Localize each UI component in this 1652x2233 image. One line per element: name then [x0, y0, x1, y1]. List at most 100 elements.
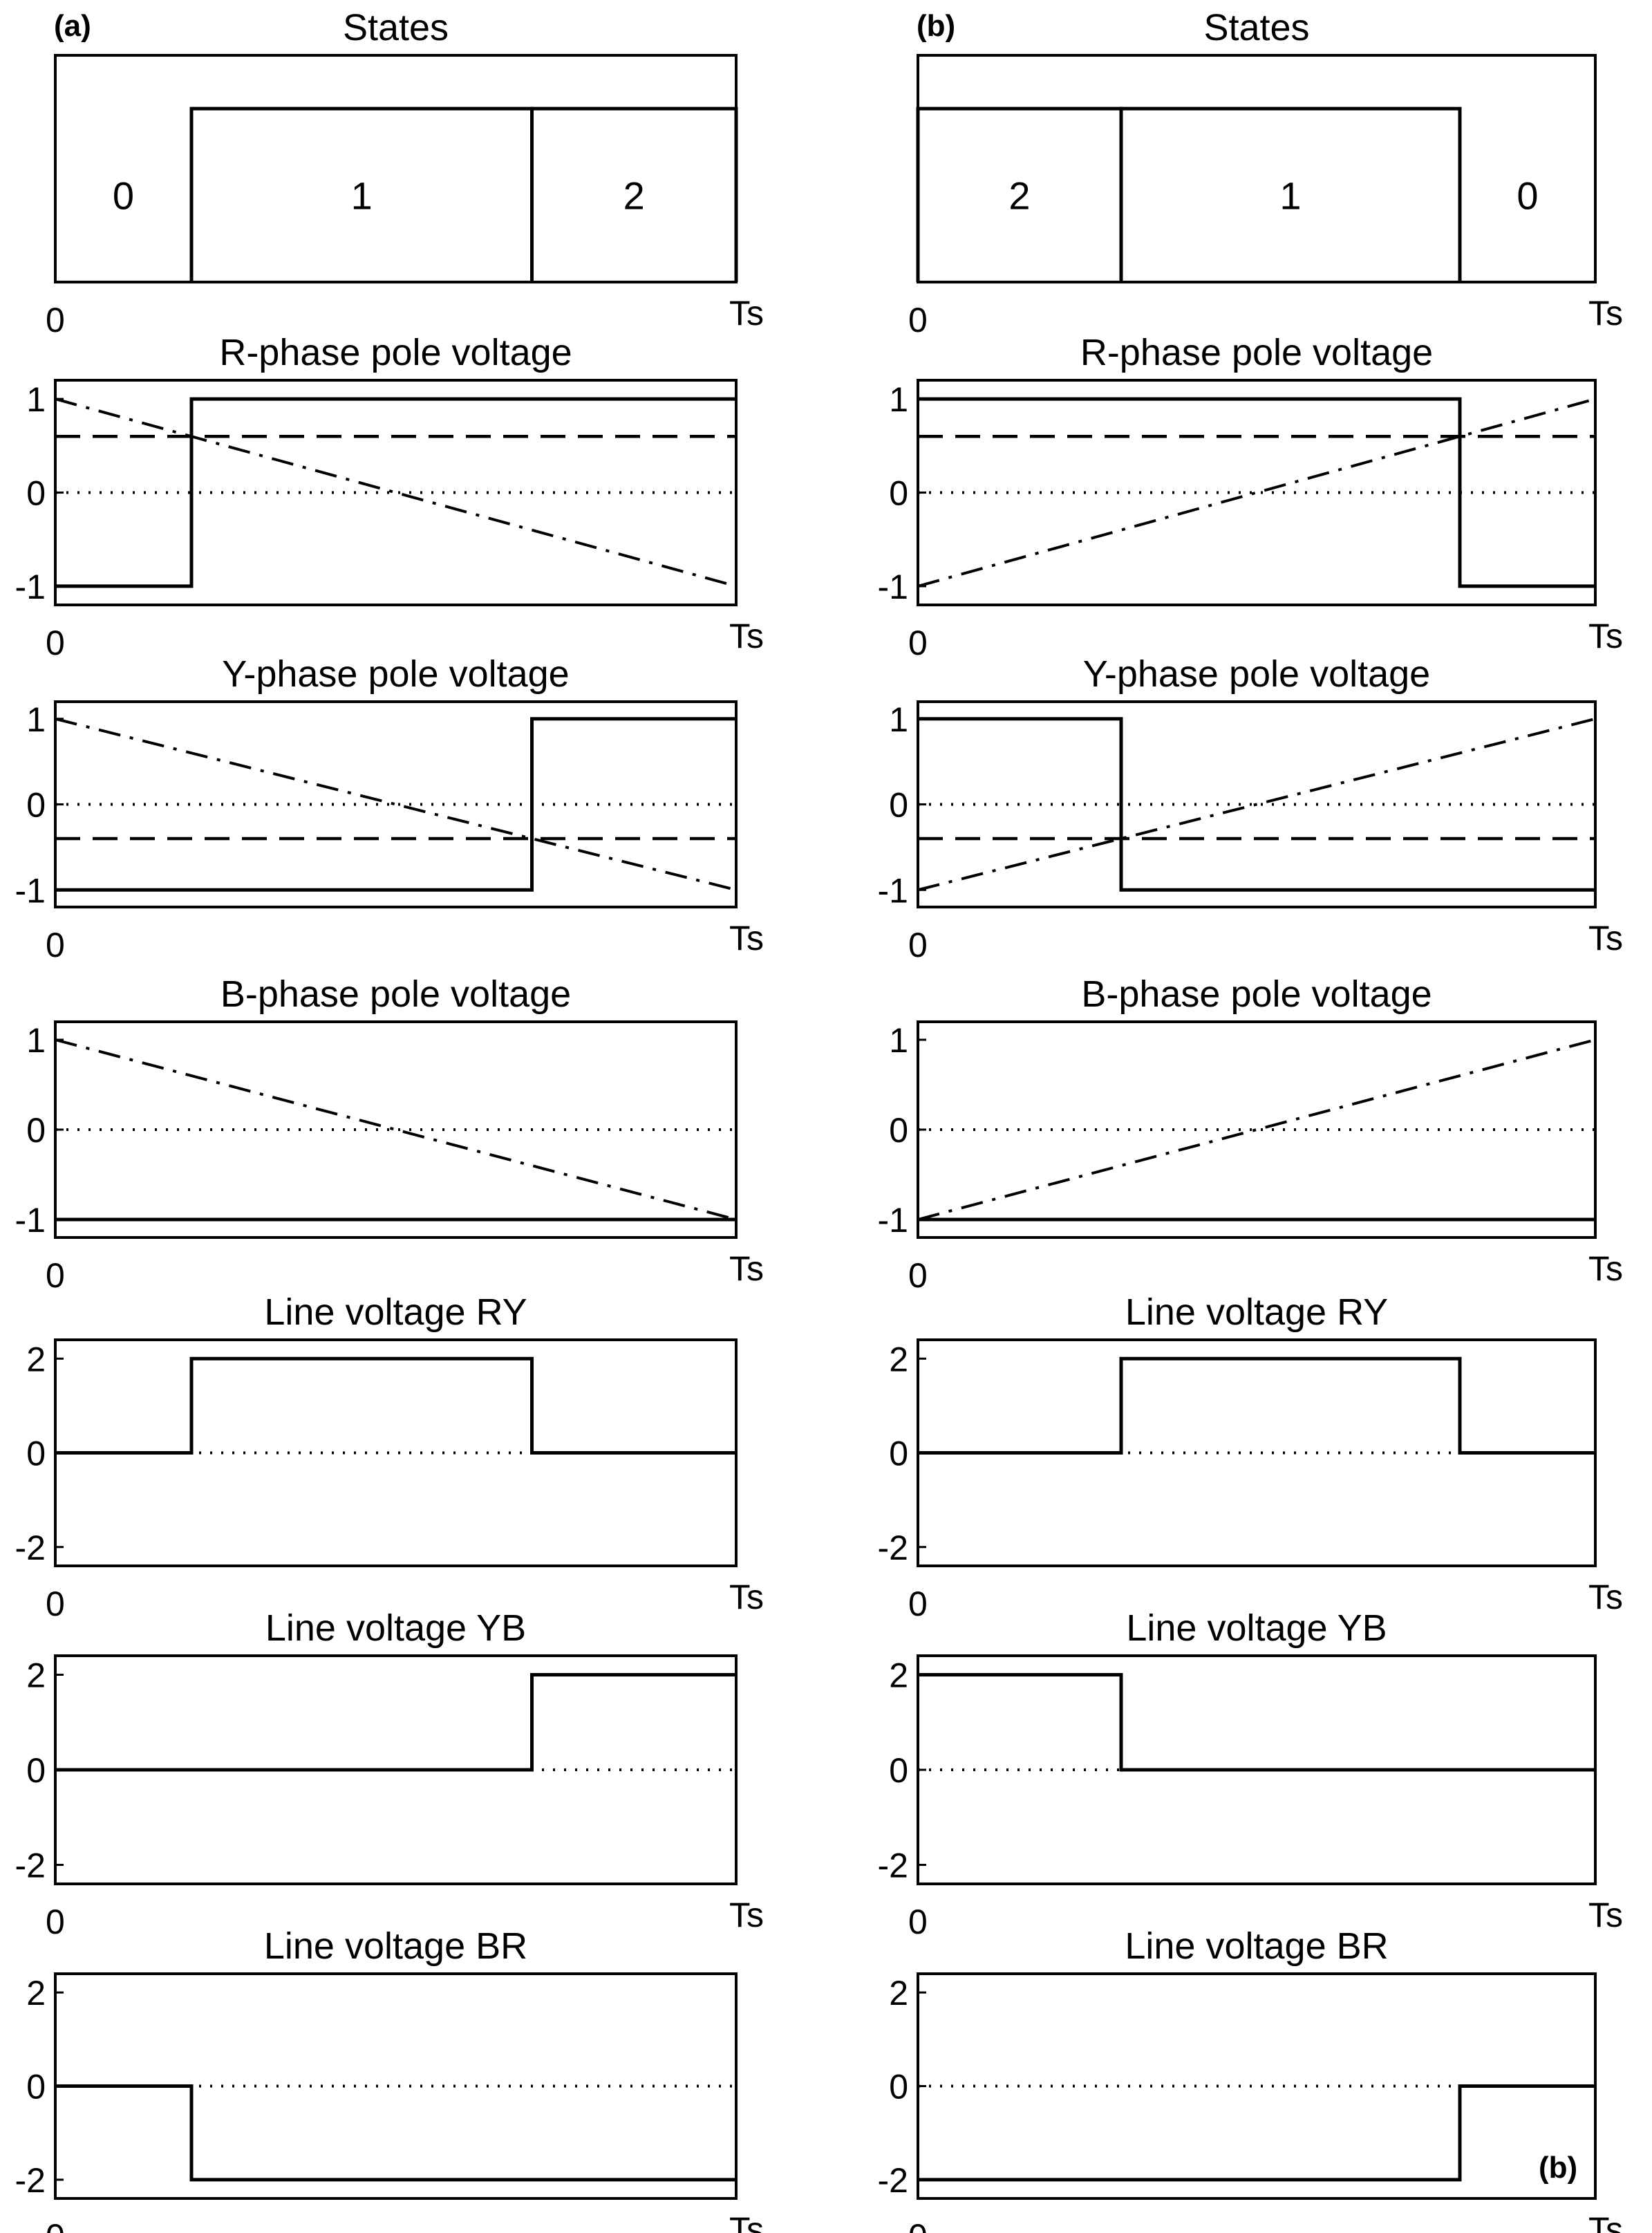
chart-title: Line voltage YB [1126, 1607, 1387, 1649]
x-tick-label: Ts [1588, 1249, 1623, 1288]
y-tick-label: 2 [26, 1340, 46, 1379]
chart-title: R-phase pole voltage [1080, 332, 1433, 373]
panel-b-line-voltage-br: Line voltage BR 0 Ts 2 0 -2 (b) [878, 1925, 1623, 2233]
x-tick-label: Ts [729, 1249, 764, 1288]
x-tick-label: 0 [908, 624, 928, 662]
x-tick-label: 0 [908, 1903, 928, 1941]
x-tick-label: Ts [1588, 1578, 1623, 1616]
y-tick-label: 2 [889, 1656, 908, 1695]
pole-voltage-line [918, 397, 1595, 588]
panel-b-states: States (b) 0 Ts 2 1 0 [908, 7, 1623, 339]
y-tick-label: -2 [15, 1847, 46, 1885]
panel-a-states: States (a) 0 Ts 0 1 2 [46, 7, 764, 339]
chart-title: Line voltage BR [264, 1925, 527, 1967]
y-tick-label: -2 [878, 2161, 908, 2200]
y-tick-label: 2 [26, 1974, 46, 2012]
chart-title: Line voltage RY [264, 1291, 527, 1333]
y-tick-label: -2 [15, 1529, 46, 1567]
x-tick-label: Ts [729, 617, 764, 655]
x-tick-label: 0 [908, 2217, 928, 2233]
line-voltage-line [55, 2084, 736, 2182]
y-tick-label: -1 [878, 871, 908, 910]
y-tick-label: 2 [889, 1340, 908, 1379]
plot-frame [917, 54, 1597, 283]
x-tick-label: Ts [1588, 919, 1623, 957]
y-tick-label: 1 [889, 380, 908, 419]
carrier-line [917, 398, 1596, 588]
x-tick-label: Ts [729, 1578, 764, 1616]
x-tick-label: 0 [46, 301, 65, 339]
y-tick-label: -1 [15, 871, 46, 910]
y-tick-label: 0 [889, 2068, 908, 2106]
y-tick-label: 0 [889, 1435, 908, 1473]
line-voltage-line [55, 1356, 736, 1455]
y-tick-label: -1 [878, 1201, 908, 1240]
y-tick-label: 2 [889, 1974, 908, 2012]
y-tick-label: 0 [26, 786, 46, 825]
x-tick-label: 0 [46, 1585, 65, 1623]
y-tick-label: 0 [26, 2068, 46, 2106]
state-label: 2 [1008, 174, 1030, 218]
y-tick-label: 1 [889, 700, 908, 739]
x-tick-label: 0 [46, 1256, 65, 1295]
y-tick-label: 0 [26, 1435, 46, 1473]
state-label: 1 [351, 174, 373, 218]
state-label: 2 [623, 174, 645, 218]
x-tick-label: Ts [1588, 294, 1623, 333]
line-voltage-line [55, 1673, 736, 1772]
chart-title: Y-phase pole voltage [222, 653, 569, 695]
y-tick-label: 0 [26, 1751, 46, 1790]
y-tick-label: -2 [15, 2161, 46, 2200]
x-tick-label: Ts [1588, 2210, 1623, 2233]
chart-title: Line voltage BR [1125, 1925, 1388, 1967]
x-tick-label: 0 [908, 1585, 928, 1623]
state-segment [530, 106, 738, 282]
chart-title: B-phase pole voltage [1081, 973, 1432, 1015]
carrier-line [55, 398, 737, 588]
chart-title: Line voltage YB [265, 1607, 526, 1649]
corner-tag: (b) [1539, 2151, 1577, 2185]
state-label: 0 [113, 174, 134, 218]
x-tick-label: Ts [729, 294, 764, 333]
chart-title: R-phase pole voltage [219, 332, 572, 373]
y-tick-label: -2 [878, 1529, 908, 1567]
y-tick-label: -1 [15, 568, 46, 606]
chart-title: States [343, 7, 449, 48]
x-tick-label: Ts [1588, 1896, 1623, 1934]
chart-title: Line voltage RY [1125, 1291, 1388, 1333]
x-tick-label: 0 [46, 2217, 65, 2233]
y-tick-label: 1 [889, 1021, 908, 1060]
x-tick-label: 0 [46, 624, 65, 662]
panel-tag: (b) [917, 9, 955, 43]
y-tick-label: 0 [26, 1111, 46, 1150]
x-tick-label: 0 [908, 301, 928, 339]
x-tick-label: 0 [46, 926, 65, 964]
line-voltage-line [918, 1673, 1595, 1772]
y-tick-label: 1 [26, 380, 46, 419]
pole-voltage-line [55, 397, 736, 588]
chart-title: B-phase pole voltage [220, 973, 571, 1015]
y-tick-label: -1 [15, 1201, 46, 1240]
y-tick-label: 0 [889, 1751, 908, 1790]
x-tick-label: Ts [729, 1896, 764, 1934]
y-tick-label: -2 [878, 1847, 908, 1885]
state-label: 0 [1517, 174, 1538, 218]
state-segment [1119, 106, 1462, 282]
y-tick-label: 0 [889, 474, 908, 513]
carrier-line [917, 717, 1596, 892]
y-tick-label: 0 [889, 786, 908, 825]
x-tick-label: 0 [908, 1256, 928, 1295]
y-tick-label: -1 [878, 568, 908, 606]
chart-title: Y-phase pole voltage [1083, 653, 1430, 695]
x-tick-label: 0 [908, 926, 928, 964]
y-tick-label: 1 [26, 700, 46, 739]
line-voltage-line [918, 2084, 1595, 2182]
carrier-line [55, 717, 737, 892]
plot-frame [54, 1020, 738, 1239]
